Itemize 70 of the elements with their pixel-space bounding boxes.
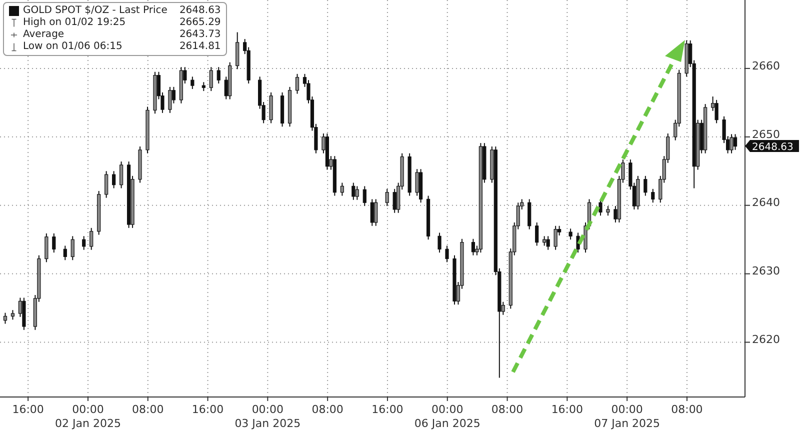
y-tick-label: 2620 [752, 333, 780, 346]
candlestick [471, 238, 476, 256]
candlestick [528, 198, 532, 230]
candlestick [370, 198, 374, 226]
candlestick [104, 170, 108, 198]
annotation: 2648.63 [179, 5, 221, 17]
candlestick [355, 186, 359, 200]
candlestick [392, 188, 396, 214]
candlestick [112, 170, 116, 189]
candlestick [82, 236, 86, 250]
candlestick [445, 245, 449, 263]
annotation: 2643.73 [179, 29, 221, 41]
candlestick [352, 182, 356, 200]
candlestick [216, 66, 220, 84]
x-tick-label: 08:00 [132, 403, 164, 416]
x-tick-label: 16:00 [551, 403, 584, 416]
x-tick-label: 00:00 02 Jan 2025 [55, 403, 121, 430]
y-tick-label: 2630 [752, 264, 780, 278]
candlestick [236, 32, 240, 70]
candlestick [374, 198, 378, 226]
candlestick [3, 312, 8, 324]
candlestick [606, 206, 610, 216]
candlestick [584, 222, 588, 254]
annotation: Low on 01/06 06:15 [23, 41, 124, 53]
annotation: Average [23, 29, 66, 41]
candlestick [546, 236, 550, 250]
candlestick [415, 168, 419, 196]
candlestick [362, 186, 366, 207]
candlestick [63, 245, 67, 261]
candlestick [651, 188, 655, 204]
candlestick [190, 76, 194, 90]
y-tick-label: 2650 [752, 128, 780, 141]
candlestick [120, 161, 124, 189]
x-tick-label: 00:00 06 Jan 2025 [414, 403, 480, 430]
candlestick [733, 134, 738, 150]
x-tick-label: 00:00 03 Jan 2025 [234, 403, 301, 430]
text: 2648.63 [752, 142, 794, 154]
candlestick [535, 222, 539, 246]
candlestick [542, 236, 546, 246]
x-tick-label: 08:00 [491, 403, 524, 416]
candlestick [554, 225, 558, 250]
candlestick [568, 228, 572, 240]
candlestick [714, 99, 718, 124]
y-tick-label: 2660 [752, 59, 780, 72]
candlestick [90, 227, 94, 250]
candlestick [168, 86, 172, 114]
x-tick-label: 16:00 [192, 403, 224, 416]
candlestick [644, 175, 648, 196]
candlestick [730, 134, 734, 154]
x-tick-label: 08:00 [312, 403, 344, 416]
candlestick [438, 232, 442, 254]
annotation: 2665.29 [179, 17, 221, 29]
x-tick-label: 00:00 07 Jan 2025 [594, 403, 660, 430]
annotation: High on 01/02 19:25 [23, 17, 127, 29]
candlestick [385, 188, 389, 207]
candlestick [340, 182, 344, 196]
x-tick-label: 16:00 [12, 403, 44, 416]
annotation: 2614.81 [179, 41, 221, 53]
legend-label: GOLD SPOT $/OZ - Last Price [23, 5, 168, 17]
candlestick [295, 73, 300, 94]
candlestick [209, 66, 213, 92]
candlestick [10, 310, 15, 320]
candlestick [70, 236, 74, 261]
y-tick-label: 2640 [752, 196, 780, 210]
x-tick-label: 08:00 [671, 403, 703, 416]
candlestick [44, 232, 48, 263]
candlestick [598, 198, 602, 216]
candlestick [52, 232, 56, 254]
x-tick-label: 16:00 [372, 403, 404, 416]
candlestick [269, 92, 273, 124]
